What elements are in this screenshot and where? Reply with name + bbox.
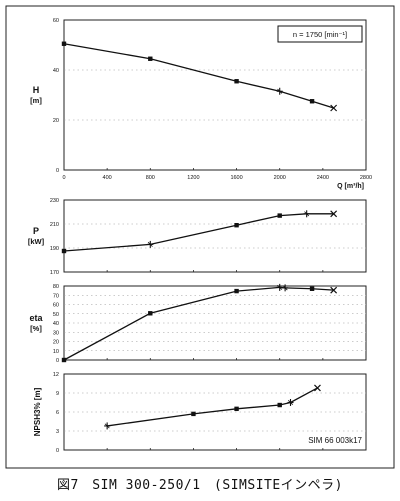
y-tick-label: 60 — [53, 303, 59, 309]
x-axis-label: Q [m³/h] — [337, 183, 364, 190]
series-line — [107, 387, 318, 427]
y-tick-label: 30 — [53, 330, 59, 336]
x-tick-label: 1600 — [230, 175, 242, 181]
plot-frame — [63, 19, 367, 171]
data-point — [287, 399, 294, 406]
data-point — [234, 406, 239, 412]
data-point — [61, 248, 67, 254]
y-tick-label: 70 — [53, 293, 59, 299]
data-point-stroke — [282, 285, 288, 291]
y-tick-label: 230 — [50, 198, 59, 204]
data-point — [104, 422, 111, 430]
chart-panel-1: 0 20 40 60 0 400 800 1200 1600 2000 2400 2800 H [m] Q … — [30, 18, 372, 190]
data-point — [309, 99, 315, 104]
y-axis-label: H [m] — [30, 85, 42, 105]
y-tick-label: 50 — [53, 312, 59, 318]
x-tick-label: 400 — [103, 175, 112, 181]
figure-code-annotation: SIM 66 003k17 — [308, 436, 362, 445]
data-point — [282, 284, 289, 292]
x-tick-label: 2800 — [360, 175, 372, 181]
annotation-box — [277, 25, 363, 43]
data-point — [61, 357, 67, 363]
y-tick-label: 80 — [53, 284, 59, 290]
y-tick-label: 60 — [53, 18, 59, 24]
x-tick-label: 2400 — [317, 175, 329, 181]
data-point — [234, 288, 239, 294]
y-axis-label-part: [%] — [30, 324, 42, 333]
data-point — [148, 56, 153, 61]
series-line — [63, 286, 334, 361]
y-tick-label: 6 — [56, 410, 59, 416]
data-point — [148, 311, 153, 316]
data-point — [234, 223, 239, 228]
y-axis-label: eta [%] — [29, 313, 43, 333]
y-tick-label: 40 — [53, 68, 59, 74]
outer-frame — [5, 5, 395, 469]
y-tick-label: 0 — [56, 358, 59, 364]
y-axis-label-part: [m] — [30, 96, 42, 105]
y-tick-label: 40 — [53, 321, 59, 327]
data-point-stroke — [330, 210, 338, 218]
data-point — [277, 213, 282, 218]
data-point — [147, 240, 154, 248]
y-tick-label: 9 — [56, 391, 59, 397]
y-axis-label: P [kW] — [28, 226, 45, 246]
chart-panel-4: 0 3 6 9 12 NPSH3% [m] SIM 66 003k17 — [33, 372, 367, 454]
y-axis-label-part: P — [33, 226, 39, 236]
series-line — [63, 213, 334, 252]
plot-frame — [63, 199, 367, 273]
y-axis-label: NPSH3% [m] — [33, 387, 42, 436]
y-tick-label: 12 — [53, 372, 59, 378]
data-point — [330, 104, 338, 112]
data-point — [61, 41, 67, 46]
data-point — [276, 283, 283, 291]
y-tick-label: 0 — [56, 448, 59, 454]
y-tick-label: 190 — [50, 246, 59, 252]
data-point-stroke — [104, 423, 110, 429]
figure-caption: 図7 SIM 300-250/1 (SIMSITEインペラ) — [56, 478, 343, 493]
data-point — [309, 286, 315, 291]
y-tick-label: 0 — [56, 168, 59, 174]
y-axis-label-part: eta — [29, 313, 43, 323]
y-axis-label-part: H — [33, 85, 40, 95]
speed-annotation: n = 1750 [min⁻¹] — [293, 30, 347, 39]
data-point — [276, 87, 283, 95]
data-point-stroke — [330, 286, 338, 294]
data-point-stroke — [277, 284, 283, 290]
x-tick-label: 1200 — [187, 175, 199, 181]
data-point — [303, 210, 310, 218]
x-tick-label: 2000 — [274, 175, 286, 181]
y-tick-label: 20 — [53, 118, 59, 124]
y-tick-label: 210 — [50, 222, 59, 228]
data-point — [234, 79, 239, 84]
data-point-stroke — [330, 104, 338, 112]
data-point-stroke — [277, 88, 283, 94]
y-tick-label: 20 — [53, 340, 59, 346]
data-point-stroke — [288, 400, 293, 405]
chart-panel-3: 0 10 20 30 40 50 60 70 80 eta [%] — [29, 283, 367, 364]
data-point — [330, 286, 338, 294]
y-axis-label-part: [kW] — [28, 237, 45, 246]
y-tick-label: 3 — [56, 429, 59, 435]
data-point — [277, 402, 282, 408]
data-point — [314, 384, 321, 392]
data-point-stroke — [314, 384, 321, 392]
x-tick-label: 0 — [62, 175, 65, 181]
data-point-stroke — [147, 241, 153, 247]
data-point-stroke — [304, 211, 310, 217]
x-tick-label: 800 — [146, 175, 155, 181]
series-line — [63, 43, 334, 109]
y-tick-label: 170 — [50, 270, 59, 276]
data-point — [191, 411, 196, 417]
chart-panel-2: 170 190 210 230 P [kW] — [28, 198, 367, 276]
y-tick-label: 10 — [53, 349, 59, 355]
data-point — [330, 210, 338, 218]
